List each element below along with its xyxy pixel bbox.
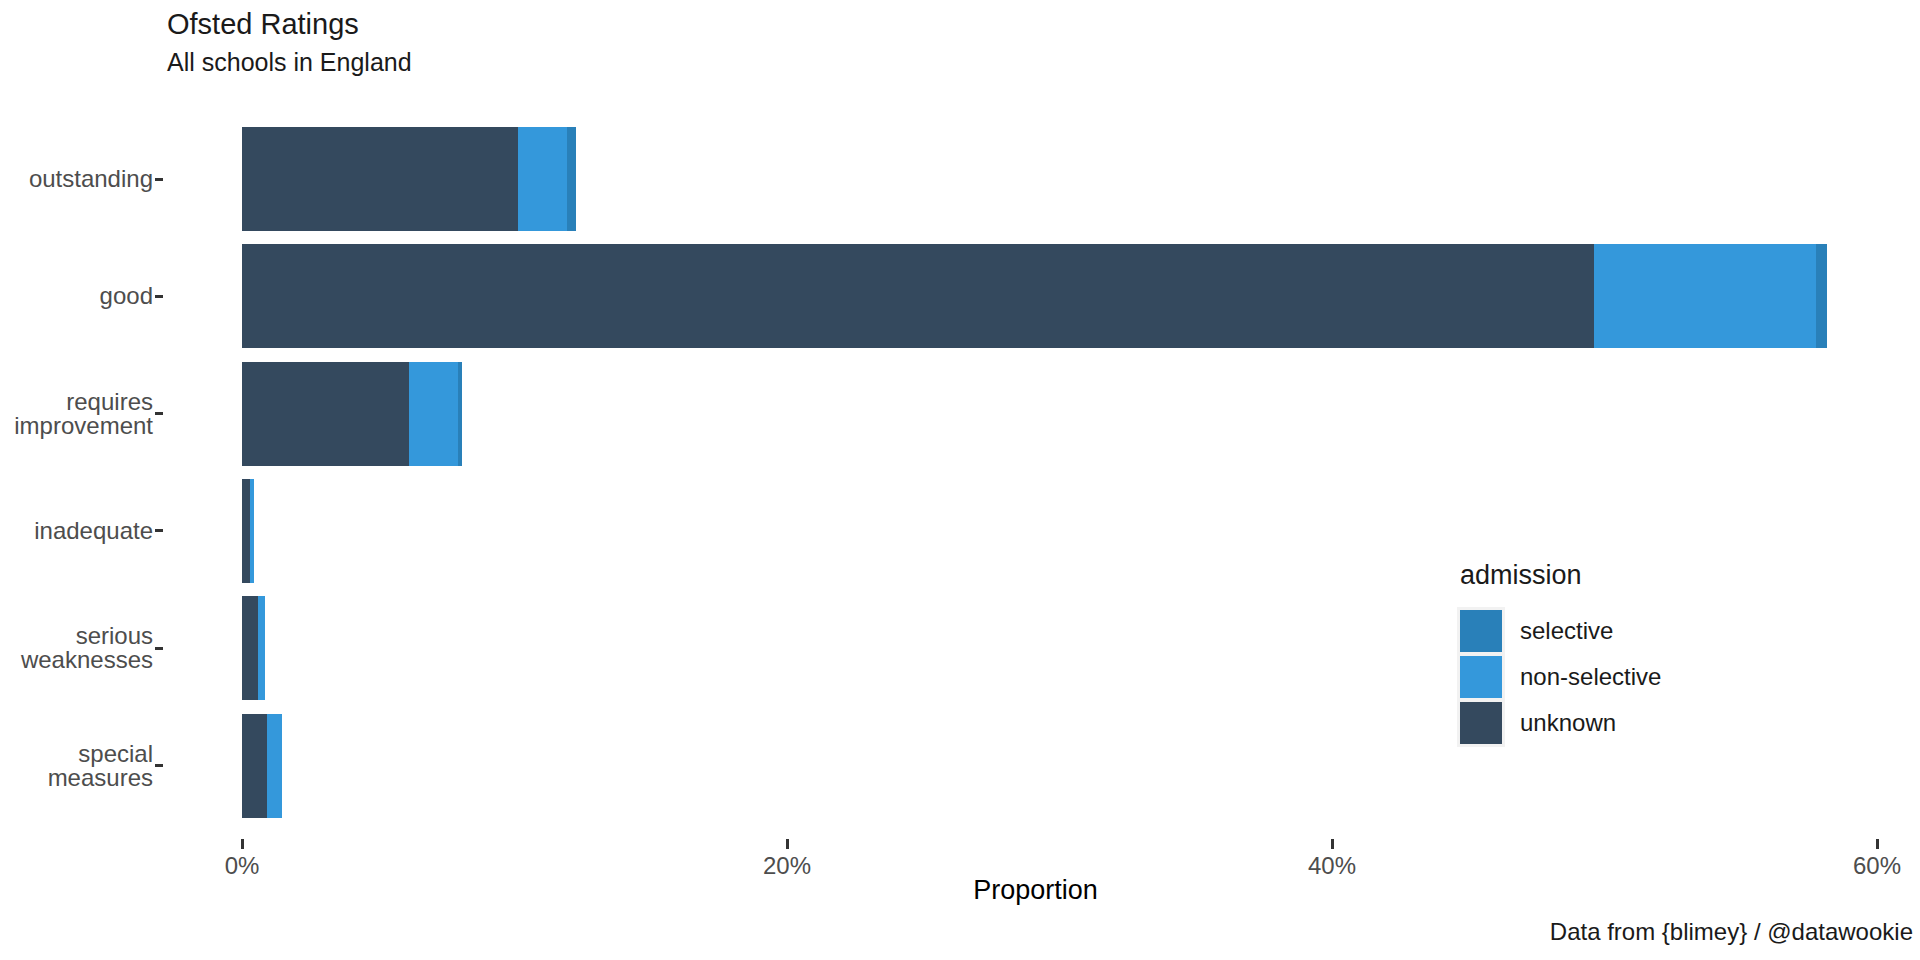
bar-serious-weaknesses-unknown (242, 596, 258, 700)
chart-subtitle: All schools in England (167, 48, 412, 77)
y-axis-tick-good (155, 295, 163, 298)
bar-serious-weaknesses-non-selective (258, 596, 265, 700)
bar-inadequate-unknown (242, 479, 250, 583)
y-axis-tick-inadequate (155, 529, 163, 532)
y-axis-label-serious-weaknesses: seriousweaknesses (0, 596, 153, 700)
x-axis-tick-20% (786, 839, 789, 849)
x-axis-tick-0% (241, 839, 244, 849)
y-axis-tick-serious-weaknesses (155, 647, 163, 650)
y-axis-tick-special-measures (155, 764, 163, 767)
y-axis-label-special-measures: specialmeasures (0, 714, 153, 818)
x-axis-title: Proportion (963, 875, 1108, 906)
x-axis-tick-60% (1876, 839, 1879, 849)
legend-label-non-selective: non-selective (1520, 653, 1661, 701)
y-axis-tick-outstanding (155, 178, 163, 181)
x-axis-tick-40% (1331, 839, 1334, 849)
legend-key-unknown (1457, 699, 1505, 747)
y-axis-label-requires-improvement: requiresimprovement (0, 362, 153, 466)
y-axis-label-outstanding: outstanding (0, 127, 153, 231)
bar-good-unknown (242, 244, 1594, 348)
x-axis-label-60%: 60% (1817, 852, 1920, 880)
caption: Data from {blimey} / @datawookie (1550, 918, 1913, 946)
bar-requires-improvement-selective (458, 362, 462, 466)
legend-title: admission (1460, 560, 1582, 591)
legend-label-selective: selective (1520, 607, 1613, 655)
bar-outstanding-unknown (242, 127, 518, 231)
y-axis-tick-requires-improvement (155, 412, 163, 415)
y-axis-label-inadequate: inadequate (0, 479, 153, 583)
chart-title: Ofsted Ratings (167, 8, 359, 41)
legend-key-selective (1457, 607, 1505, 655)
bar-good-non-selective (1594, 244, 1816, 348)
bar-inadequate-non-selective (250, 479, 254, 583)
bar-outstanding-non-selective (518, 127, 567, 231)
legend-key-non-selective (1457, 653, 1505, 701)
bar-outstanding-selective (567, 127, 576, 231)
x-axis-label-20%: 20% (727, 852, 847, 880)
bar-special-measures-non-selective (267, 714, 281, 818)
bar-requires-improvement-unknown (242, 362, 409, 466)
x-axis-label-40%: 40% (1272, 852, 1392, 880)
bar-good-selective (1816, 244, 1827, 348)
y-axis-label-good: good (0, 244, 153, 348)
x-axis-label-0%: 0% (182, 852, 302, 880)
ofsted-ratings-chart: Ofsted Ratings All schools in England ou… (0, 0, 1920, 960)
bar-requires-improvement-non-selective (409, 362, 458, 466)
bar-special-measures-unknown (242, 714, 267, 818)
legend-label-unknown: unknown (1520, 699, 1616, 747)
